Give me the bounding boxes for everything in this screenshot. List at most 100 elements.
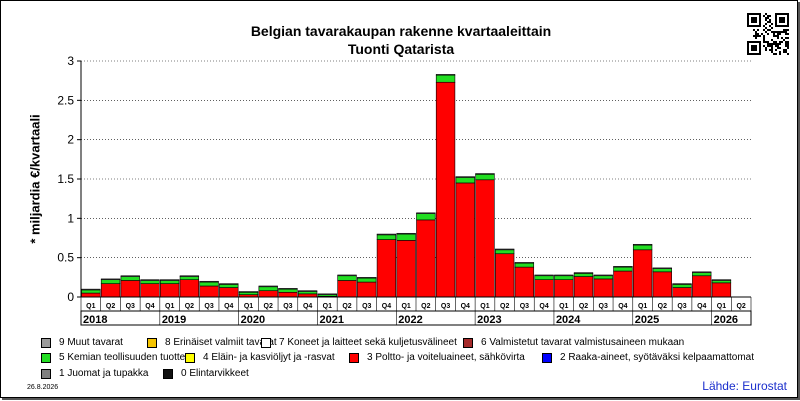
bar-segment [632, 244, 653, 251]
quarter-label: Q1 [559, 303, 568, 310]
bar-segment [160, 283, 180, 298]
quarter-label: Q1 [638, 303, 647, 310]
year-label: 2026 [714, 314, 738, 326]
quarter-label: Q3 [677, 303, 686, 310]
bar-segment [593, 275, 613, 280]
bar-segment [81, 289, 101, 294]
bar-segment [337, 275, 357, 281]
bar-segment [179, 276, 200, 280]
quarter-label: Q1 [717, 303, 726, 310]
bar-segment [140, 279, 160, 281]
bar-segment [435, 74, 456, 83]
quarter-label: Q2 [342, 303, 351, 310]
source-label: Lähde: Eurostat [702, 379, 787, 393]
bar-segment [514, 262, 535, 268]
legend-label: 0 Elintarvikkeet [181, 368, 249, 379]
legend-label: 4 Eläin- ja kasviöljyt ja -rasvat [203, 352, 335, 363]
quarter-label: Q2 [264, 303, 273, 310]
bar-segment [337, 274, 357, 277]
bar-segment [100, 283, 121, 298]
year-label: 2018 [83, 314, 107, 326]
bar-segment [554, 274, 574, 277]
quarter-label: Q2 [421, 303, 430, 310]
bar-segment [81, 292, 101, 298]
bar-segment [613, 270, 633, 298]
bar-segment [613, 266, 633, 268]
bar-segment [120, 276, 140, 281]
quarter-label: Q2 [579, 303, 588, 310]
bar-segment [219, 283, 239, 285]
quarter-label: Q3 [441, 303, 450, 310]
quarter-label: Q3 [362, 303, 371, 310]
bar-segment [435, 81, 456, 298]
legend-swatch [41, 369, 51, 379]
bar-segment [455, 182, 475, 298]
bar-segment [672, 287, 692, 298]
bar-segment [219, 287, 239, 298]
quarter-label: Q3 [520, 303, 529, 310]
bar-segment [258, 286, 278, 292]
legend-swatch [185, 353, 195, 363]
bar-segment [278, 288, 298, 293]
y-tick-label: 0 [67, 290, 74, 304]
bar-segment [475, 173, 495, 181]
bar-segment [435, 74, 456, 76]
quarter-label: Q2 [185, 303, 194, 310]
bar-segment [376, 239, 397, 298]
quarter-label: Q1 [401, 303, 410, 310]
legend-swatch [41, 353, 51, 363]
legend-label: 6 Valmistetut tavarat valmistusaineen mu… [481, 337, 685, 348]
quarter-label: Q4 [461, 303, 470, 310]
bar-segment [495, 253, 515, 298]
y-tick-label: 3 [67, 54, 74, 68]
legend-label: 9 Muut tavarat [59, 337, 123, 348]
bar-segment [475, 173, 495, 175]
quarter-label: Q4 [224, 303, 233, 310]
quarter-label: Q3 [126, 303, 135, 310]
year-label: 2025 [635, 314, 659, 326]
legend-swatch [163, 369, 173, 379]
bar-segment [495, 248, 515, 251]
quarter-label: Q3 [599, 303, 608, 310]
bar-segment [357, 281, 377, 298]
bar-segment [534, 274, 554, 277]
y-tick-label: 2 [67, 133, 74, 147]
legend-swatch [41, 338, 51, 348]
bar-segment [81, 288, 101, 291]
bar-segment [613, 266, 633, 272]
quarter-label: Q1 [165, 303, 174, 310]
y-tick-label: 2.5 [57, 93, 74, 107]
bar-segment [672, 283, 692, 285]
bar-segment [455, 176, 475, 178]
bar-segment [160, 280, 180, 284]
year-row [80, 310, 752, 326]
quarter-label: Q2 [500, 303, 509, 310]
bar-segment [396, 240, 416, 298]
bar-segment [711, 282, 732, 298]
bar-segment [593, 278, 613, 298]
quarter-label: Q4 [303, 303, 312, 310]
bar-segment [199, 281, 219, 287]
bar-segment [160, 279, 180, 281]
quarter-label: Q2 [736, 303, 745, 310]
bar-segment [455, 177, 475, 184]
bar-segment [199, 280, 219, 283]
bar-segment [120, 280, 140, 298]
quarter-label: Q2 [106, 303, 115, 310]
bar-segment [396, 233, 416, 241]
bar-segment [297, 290, 318, 292]
bar-segment [652, 271, 672, 298]
bar-segment [199, 285, 219, 298]
y-tick-label: 1.5 [57, 172, 74, 186]
year-label: 2019 [162, 314, 186, 326]
quarter-label: Q3 [283, 303, 292, 310]
year-label: 2021 [319, 314, 343, 326]
bar-segment [100, 278, 121, 280]
bar-segment [179, 275, 200, 277]
bar-segment [672, 284, 692, 288]
legend-swatch [463, 338, 473, 348]
year-label: 2022 [398, 314, 422, 326]
quarter-label: Q4 [382, 303, 391, 310]
